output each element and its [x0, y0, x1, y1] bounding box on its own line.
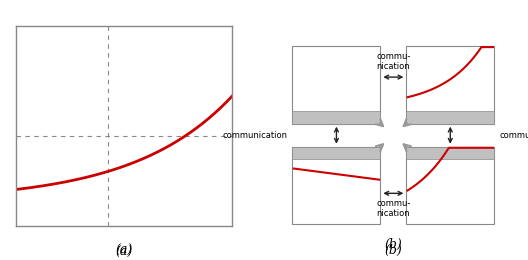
Bar: [293, 46, 381, 124]
Text: (a): (a): [116, 244, 133, 257]
Bar: [407, 147, 494, 224]
Text: communication: communication: [499, 131, 528, 140]
Bar: [407, 46, 494, 124]
Text: commu-
nication: commu- nication: [376, 199, 411, 218]
Bar: [407, 147, 494, 159]
Bar: [293, 147, 381, 224]
Bar: [407, 111, 494, 124]
Text: commu-
nication: commu- nication: [376, 52, 411, 71]
Bar: [293, 147, 381, 159]
Bar: [293, 111, 381, 124]
Text: (b): (b): [384, 244, 402, 257]
Text: communication: communication: [222, 131, 287, 140]
Text: (a): (a): [116, 246, 133, 259]
Text: (b): (b): [384, 238, 402, 251]
